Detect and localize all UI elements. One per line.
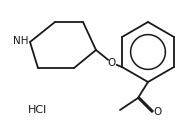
Text: HCl: HCl [28, 105, 47, 115]
Text: O: O [154, 107, 162, 117]
Text: NH: NH [13, 36, 28, 46]
Text: O: O [108, 58, 116, 68]
